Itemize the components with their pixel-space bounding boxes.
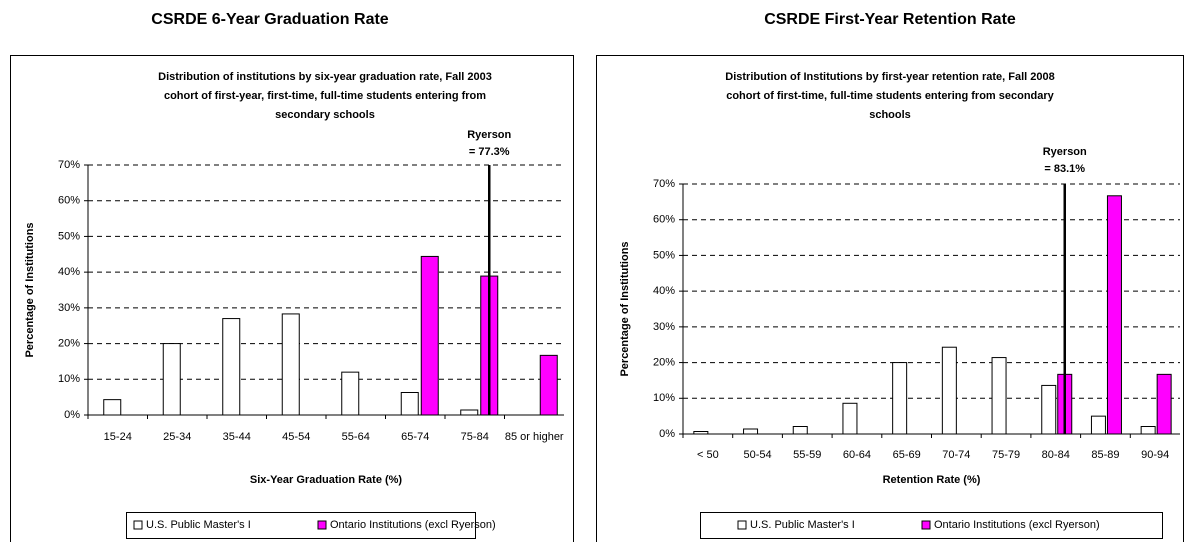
legend-label: U.S. Public Master's I: [750, 519, 855, 531]
x-tick-label: < 50: [697, 449, 719, 461]
x-tick-label: 25-34: [163, 431, 191, 443]
bar: [941, 346, 957, 435]
x-axis-title: Retention Rate (%): [883, 474, 981, 486]
legend-swatch: [921, 520, 931, 530]
chart-title: secondary schools: [275, 109, 375, 121]
x-tick-label: 65-69: [893, 449, 921, 461]
bar: [892, 362, 908, 435]
y-tick-label: 40%: [58, 266, 80, 278]
annotation-value: = 83.1%: [1044, 163, 1085, 175]
x-tick-label: 80-84: [1042, 449, 1070, 461]
legend-box: [700, 512, 1163, 539]
heading: CSRDE 6-Year Graduation Rate: [151, 11, 389, 28]
bar: [1156, 373, 1172, 435]
y-tick-label: 50%: [58, 230, 80, 242]
y-axis-title: Percentage of Institutions: [619, 241, 631, 376]
x-tick-label: 65-74: [401, 431, 429, 443]
x-tick-label: 75-79: [992, 449, 1020, 461]
chart-frame: [10, 55, 574, 542]
chart-frame: [596, 55, 1184, 542]
x-tick-label: 50-54: [743, 449, 771, 461]
y-tick-label: 70%: [58, 159, 80, 171]
y-tick-label: 40%: [653, 285, 675, 297]
bar: [991, 357, 1007, 435]
chart-title: Distribution of institutions by six-year…: [158, 71, 492, 83]
legend-box: [126, 512, 476, 539]
chart-title: Distribution of Institutions by first-ye…: [725, 71, 1054, 83]
chart-title: schools: [869, 109, 911, 121]
y-tick-label: 10%: [58, 373, 80, 385]
bar: [792, 426, 808, 435]
bar: [1090, 415, 1106, 435]
bar: [103, 399, 122, 416]
annotation-label: Ryerson: [467, 129, 511, 141]
y-tick-label: 60%: [653, 214, 675, 226]
bar: [1106, 195, 1122, 435]
x-tick-label: 55-59: [793, 449, 821, 461]
y-tick-label: 0%: [64, 409, 80, 421]
chart-title: cohort of first-year, first-time, full-t…: [164, 90, 486, 102]
x-tick-label: 45-54: [282, 431, 310, 443]
x-tick-label: 70-74: [942, 449, 970, 461]
annotation-value: = 77.3%: [469, 146, 510, 158]
legend-label: U.S. Public Master's I: [146, 519, 251, 531]
bar: [743, 428, 759, 435]
bar: [420, 255, 439, 416]
bar: [1041, 384, 1057, 435]
x-tick-label: 90-94: [1141, 449, 1169, 461]
y-tick-label: 60%: [58, 195, 80, 207]
y-tick-label: 20%: [653, 356, 675, 368]
bar: [842, 402, 858, 435]
y-tick-label: 0%: [659, 428, 675, 440]
y-tick-label: 30%: [58, 302, 80, 314]
bar: [1140, 426, 1156, 435]
x-tick-label: 85 or higher: [505, 431, 564, 443]
y-tick-label: 10%: [653, 392, 675, 404]
x-tick-label: 35-44: [223, 431, 251, 443]
x-tick-label: 15-24: [104, 431, 132, 443]
bar: [162, 343, 181, 416]
x-tick-label: 75-84: [461, 431, 489, 443]
bar: [400, 392, 419, 416]
bar: [222, 318, 241, 416]
x-tick-label: 60-64: [843, 449, 871, 461]
legend-label: Ontario Institutions (excl Ryerson): [330, 519, 496, 531]
bar: [539, 354, 558, 416]
legend-swatch: [737, 520, 747, 530]
bar: [281, 313, 300, 416]
annotation-label: Ryerson: [1043, 146, 1087, 158]
legend-swatch: [133, 520, 143, 530]
y-axis-title: Percentage of Institutions: [24, 222, 36, 357]
bar: [460, 409, 479, 416]
x-axis-title: Six-Year Graduation Rate (%): [250, 474, 403, 486]
y-tick-label: 30%: [653, 321, 675, 333]
chart-title: cohort of first-time, full-time students…: [726, 90, 1054, 102]
y-tick-label: 70%: [653, 178, 675, 190]
bar: [341, 371, 360, 416]
heading: CSRDE First-Year Retention Rate: [764, 11, 1016, 28]
x-tick-label: 55-64: [342, 431, 370, 443]
legend-label: Ontario Institutions (excl Ryerson): [934, 519, 1100, 531]
legend-swatch: [317, 520, 327, 530]
x-tick-label: 85-89: [1091, 449, 1119, 461]
bar: [693, 431, 709, 435]
y-tick-label: 20%: [58, 337, 80, 349]
y-tick-label: 50%: [653, 249, 675, 261]
